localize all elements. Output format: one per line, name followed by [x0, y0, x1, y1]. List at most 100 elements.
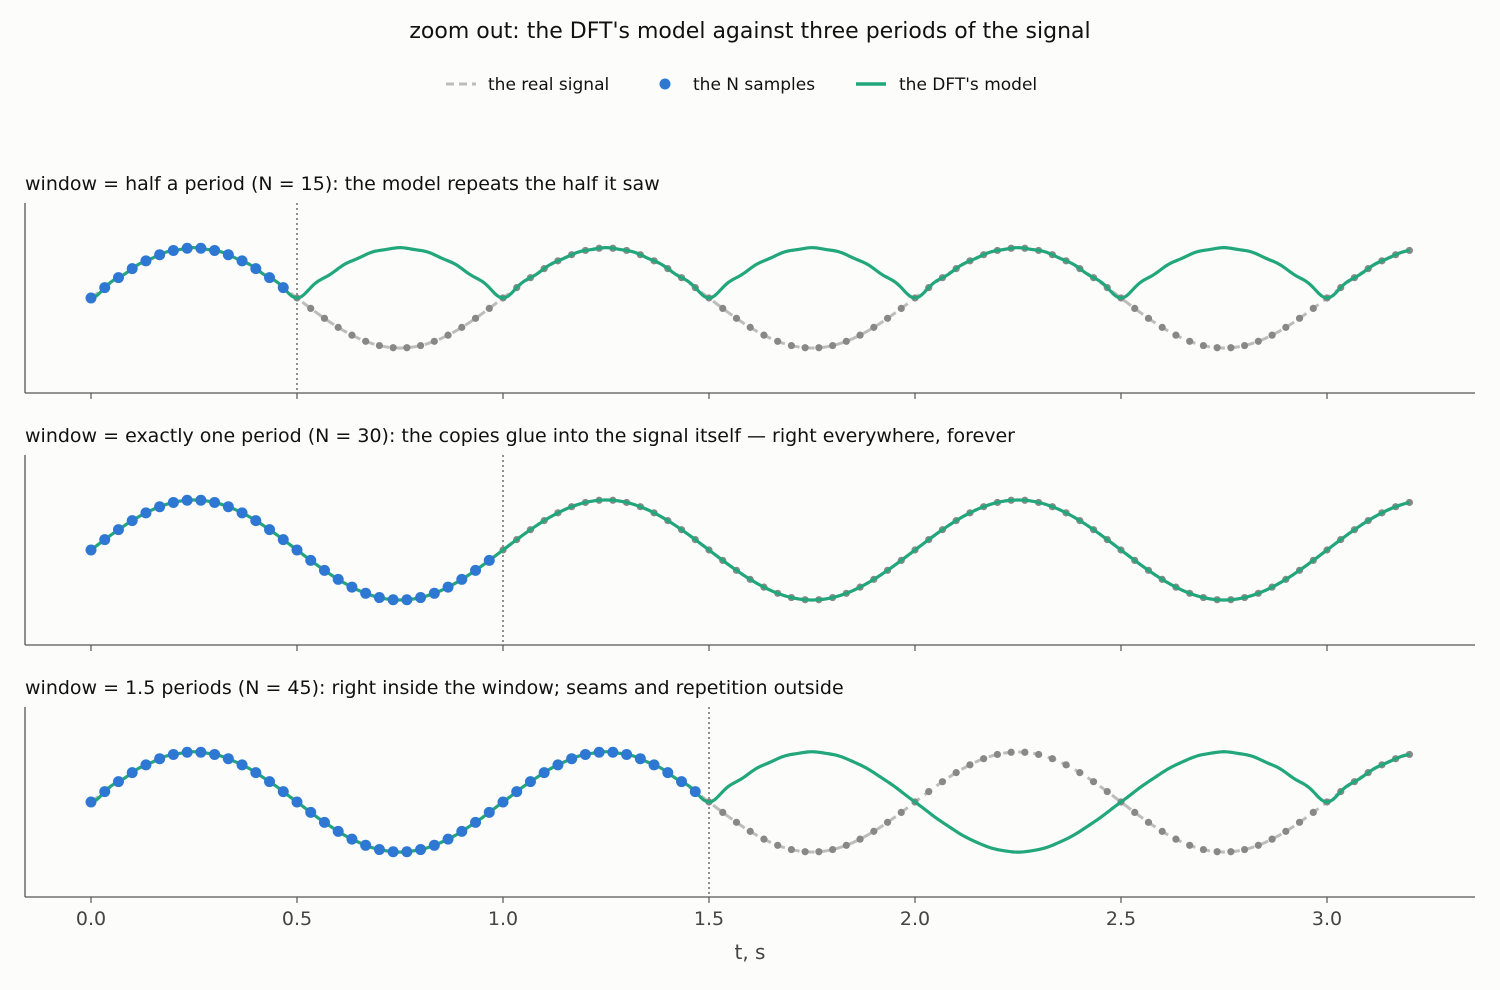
series-dft-model	[90, 246, 1410, 300]
point-sample	[195, 242, 207, 254]
point-sample	[112, 272, 124, 284]
point-sample	[222, 501, 234, 513]
panels: window = half a period (N = 15): the mod…	[24, 173, 1475, 964]
point-signal-outside	[732, 818, 741, 826]
point-signal-outside	[1131, 304, 1139, 312]
legend-item-samples: the N samples	[659, 75, 815, 95]
point-signal-outside	[801, 344, 809, 352]
point-sample	[236, 255, 248, 267]
point-sample	[264, 272, 276, 284]
point-sample	[126, 263, 138, 275]
point-signal-outside	[760, 331, 768, 339]
point-signal-outside	[307, 304, 315, 312]
point-sample	[621, 748, 633, 760]
point-sample	[332, 825, 344, 837]
point-sample	[524, 776, 536, 788]
point-signal-outside	[815, 344, 823, 352]
point-signal-outside	[829, 341, 837, 350]
point-signal-outside	[1186, 337, 1194, 345]
point-sample	[593, 746, 605, 758]
point-signal-outside	[1254, 337, 1262, 345]
panel-1: window = half a period (N = 15): the mod…	[24, 173, 1475, 399]
point-signal-outside	[1213, 848, 1221, 856]
point-sample	[195, 746, 207, 758]
x-tick-label: 2.0	[900, 908, 930, 930]
point-sample	[387, 846, 399, 858]
point-signal-outside	[1295, 818, 1304, 826]
point-signal-outside	[1048, 755, 1056, 763]
legend-item-model: the DFT's model	[856, 75, 1037, 95]
point-signal-outside	[870, 827, 878, 835]
point-signal-outside	[375, 341, 383, 350]
point-sample	[442, 833, 454, 845]
panel-title: window = 1.5 periods (N = 45): right ins…	[25, 677, 844, 699]
point-sample	[470, 564, 482, 576]
legend-item-signal: the real signal	[446, 75, 609, 95]
x-tick-label: 0.0	[76, 908, 106, 930]
point-signal-outside	[458, 323, 466, 331]
point-sample	[607, 746, 619, 758]
point-sample	[373, 844, 385, 856]
point-signal-outside	[719, 808, 727, 816]
panel-3: window = 1.5 periods (N = 45): right ins…	[24, 677, 1475, 964]
x-tick-label: 2.5	[1106, 908, 1136, 930]
point-sample	[634, 753, 646, 765]
point-signal-outside	[719, 304, 727, 312]
legend: the real signal the N samples the DFT's …	[446, 75, 1037, 95]
point-signal-outside	[1213, 344, 1221, 352]
legend-swatch-samples	[659, 78, 671, 90]
point-sample	[415, 592, 427, 604]
point-signal-outside	[1295, 314, 1304, 322]
point-sample	[209, 748, 221, 760]
point-sample	[195, 494, 207, 506]
legend-label-samples: the N samples	[693, 75, 815, 95]
point-sample	[483, 554, 495, 566]
point-signal-outside	[760, 835, 768, 843]
point-sample	[277, 534, 289, 546]
point-sample	[456, 573, 468, 585]
series-real-signal	[90, 750, 1410, 854]
series-dft-model	[90, 750, 1410, 854]
point-signal-outside	[966, 761, 974, 769]
point-sample	[346, 833, 358, 845]
point-signal-outside	[1282, 323, 1290, 331]
point-signal-outside	[1158, 827, 1166, 835]
point-signal-outside	[1007, 748, 1015, 756]
point-sample	[140, 255, 152, 267]
point-sample	[167, 496, 179, 508]
point-sample	[181, 746, 193, 758]
point-sample	[222, 249, 234, 261]
point-signal-outside	[1254, 841, 1262, 849]
figure-title: zoom out: the DFT's model against three …	[409, 19, 1090, 44]
point-sample	[291, 796, 303, 808]
point-signal-outside	[1172, 835, 1180, 843]
point-sample	[497, 796, 509, 808]
point-sample	[387, 594, 399, 606]
x-tick-label: 0.5	[282, 908, 312, 930]
legend-label-signal: the real signal	[488, 75, 609, 95]
point-signal-outside	[1144, 314, 1153, 322]
point-sample	[566, 753, 578, 765]
panel-title: window = half a period (N = 15): the mod…	[25, 173, 660, 195]
point-signal-outside	[1241, 341, 1249, 350]
point-sample	[428, 587, 440, 599]
point-sample	[318, 564, 330, 576]
x-tick-label: 1.5	[694, 908, 724, 930]
point-sample	[401, 846, 413, 858]
point-signal-outside	[1076, 769, 1084, 777]
point-sample	[456, 825, 468, 837]
point-sample	[209, 244, 221, 256]
point-sample	[291, 544, 303, 556]
point-signal-outside	[362, 337, 370, 345]
point-signal-outside	[870, 323, 878, 331]
point-sample	[154, 753, 166, 765]
point-signal-outside	[787, 341, 796, 350]
point-signal-outside	[897, 304, 905, 312]
point-sample	[236, 759, 248, 771]
point-signal-outside	[746, 827, 754, 835]
point-signal-outside	[842, 841, 850, 849]
point-sample	[85, 292, 97, 304]
point-signal-outside	[348, 331, 356, 339]
point-signal-outside	[1199, 341, 1207, 350]
